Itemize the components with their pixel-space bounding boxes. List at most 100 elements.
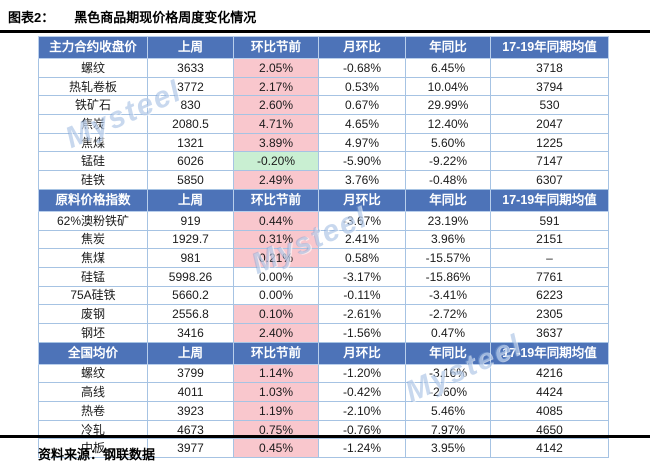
- table-row: 焦煤 981 0.21% 0.58% -15.57% –: [38, 248, 609, 268]
- table-row: 焦煤 1321 3.89% 4.97% 5.60% 1225: [38, 132, 609, 153]
- value-cell: 0.00%: [233, 285, 319, 306]
- value-cell: -3.67%: [318, 210, 406, 231]
- value-cell: 2.60%: [233, 95, 319, 116]
- column-header-cell: 上周: [147, 36, 234, 59]
- value-cell: -3.17%: [318, 266, 406, 287]
- value-cell: -2.10%: [318, 401, 406, 421]
- value-cell: 0.47%: [405, 322, 491, 343]
- value-cell: 591: [490, 210, 609, 231]
- value-cell: 4.65%: [318, 114, 406, 134]
- table-row: 焦炭 1929.7 0.31% 2.41% 3.96% 2151: [38, 229, 609, 250]
- bottom-divider: [0, 435, 650, 438]
- value-cell: 0.21%: [233, 248, 319, 268]
- value-cell: 2.05%: [233, 58, 319, 78]
- value-cell: -0.11%: [318, 285, 406, 306]
- column-header-cell: 环比节前: [233, 188, 319, 212]
- row-label-cell: 62%澳粉铁矿: [38, 210, 148, 231]
- value-cell: 919: [147, 210, 234, 231]
- value-cell: 3637: [490, 322, 609, 343]
- value-cell: 3.95%: [405, 438, 491, 459]
- value-cell: 2.41%: [318, 229, 406, 250]
- value-cell: –: [490, 248, 609, 268]
- value-cell: 7147: [490, 151, 609, 172]
- row-label-cell: 焦炭: [38, 114, 148, 134]
- value-cell: 3799: [147, 363, 234, 384]
- value-cell: 0.53%: [318, 76, 406, 97]
- value-cell: -0.42%: [318, 382, 406, 402]
- data-source-note: 资料来源：钢联数据: [38, 447, 156, 462]
- value-cell: 23.19%: [405, 210, 491, 231]
- value-cell: 981: [147, 248, 234, 268]
- value-cell: -0.68%: [318, 58, 406, 78]
- table-row: 热轧卷板 3772 2.17% 0.53% 10.04% 3794: [38, 76, 609, 97]
- value-cell: 5.60%: [405, 132, 491, 153]
- value-cell: 0.31%: [233, 229, 319, 250]
- row-label-cell: 锰硅: [38, 151, 148, 172]
- column-header-cell: 月环比: [318, 36, 406, 59]
- value-cell: 3416: [147, 322, 234, 343]
- value-cell: 2080.5: [147, 114, 234, 134]
- value-cell: -1.20%: [318, 363, 406, 384]
- table-row: 75A硅铁 5660.2 0.00% -0.11% -3.41% 6223: [38, 285, 609, 306]
- row-label-cell: 铁矿石: [38, 95, 148, 116]
- section-header-row: 原料价格指数 上周 环比节前 月环比 年同比 17-19年同期均值: [38, 188, 609, 212]
- figure-caption: 图表2： 黑色商品期现价格周度变化情况: [8, 7, 256, 26]
- value-cell: -2.72%: [405, 304, 491, 324]
- value-cell: 3.89%: [233, 132, 319, 153]
- value-cell: 5660.2: [147, 285, 234, 306]
- column-header-cell: 17-19年同期均值: [490, 341, 609, 365]
- value-cell: 4.71%: [233, 114, 319, 134]
- section-header-row: 全国均价 上周 环比节前 月环比 年同比 17-19年同期均值: [38, 341, 609, 365]
- row-label-cell: 中板: [38, 438, 148, 459]
- row-label-cell: 硅锰: [38, 266, 148, 287]
- value-cell: 6026: [147, 151, 234, 172]
- value-cell: 0.58%: [318, 248, 406, 268]
- value-cell: 2.17%: [233, 76, 319, 97]
- value-cell: 5998.26: [147, 266, 234, 287]
- value-cell: -1.56%: [318, 322, 406, 343]
- value-cell: 10.04%: [405, 76, 491, 97]
- price-table: 主力合约收盘价 上周 环比节前 月环比 年同比 17-19年同期均值 螺纹 3633 2.05%…: [38, 36, 609, 459]
- row-label-cell: 热卷: [38, 401, 148, 421]
- value-cell: 2305: [490, 304, 609, 324]
- value-cell: 4011: [147, 382, 234, 402]
- column-header-cell: 环比节前: [233, 36, 319, 59]
- value-cell: -0.48%: [405, 170, 491, 190]
- page-title: 黑色商品期现价格周度变化情况: [74, 10, 257, 25]
- value-cell: 3.96%: [405, 229, 491, 250]
- column-header-cell: 年同比: [405, 341, 491, 365]
- column-header-cell: 17-19年同期均值: [490, 36, 609, 59]
- value-cell: 0.45%: [233, 438, 319, 459]
- table-row: 锰硅 6026 -0.20% -5.90% -9.22% 7147: [38, 151, 609, 172]
- table-row: 硅铁 5850 2.49% 3.76% -0.48% 6307: [38, 170, 609, 190]
- column-header-cell: 上周: [147, 341, 234, 365]
- column-header-cell: 环比节前: [233, 341, 319, 365]
- value-cell: 29.99%: [405, 95, 491, 116]
- section-title-cell: 主力合约收盘价: [38, 36, 148, 59]
- table-row: 钢坯 3416 2.40% -1.56% 0.47% 3637: [38, 322, 609, 343]
- value-cell: 0.44%: [233, 210, 319, 231]
- value-cell: 0.10%: [233, 304, 319, 324]
- table-row: 硅锰 5998.26 0.00% -3.17% -15.86% 7761: [38, 266, 609, 287]
- value-cell: 5.46%: [405, 401, 491, 421]
- section-title-cell: 全国均价: [38, 341, 148, 365]
- row-label-cell: 高线: [38, 382, 148, 402]
- value-cell: 3.76%: [318, 170, 406, 190]
- value-cell: 2.49%: [233, 170, 319, 190]
- value-cell: 830: [147, 95, 234, 116]
- column-header-cell: 月环比: [318, 341, 406, 365]
- table-row: 螺纹 3633 2.05% -0.68% 6.45% 3718: [38, 58, 609, 78]
- value-cell: 1.14%: [233, 363, 319, 384]
- value-cell: -15.57%: [405, 248, 491, 268]
- value-cell: -3.16%: [405, 363, 491, 384]
- value-cell: 3794: [490, 76, 609, 97]
- value-cell: 1321: [147, 132, 234, 153]
- value-cell: 1.03%: [233, 382, 319, 402]
- column-header-cell: 年同比: [405, 188, 491, 212]
- table-row: 中板 3977 0.45% -1.24% 3.95% 4142: [38, 438, 609, 459]
- row-label-cell: 废钢: [38, 304, 148, 324]
- value-cell: -5.90%: [318, 151, 406, 172]
- row-label-cell: 焦炭: [38, 229, 148, 250]
- value-cell: 7761: [490, 266, 609, 287]
- value-cell: -9.22%: [405, 151, 491, 172]
